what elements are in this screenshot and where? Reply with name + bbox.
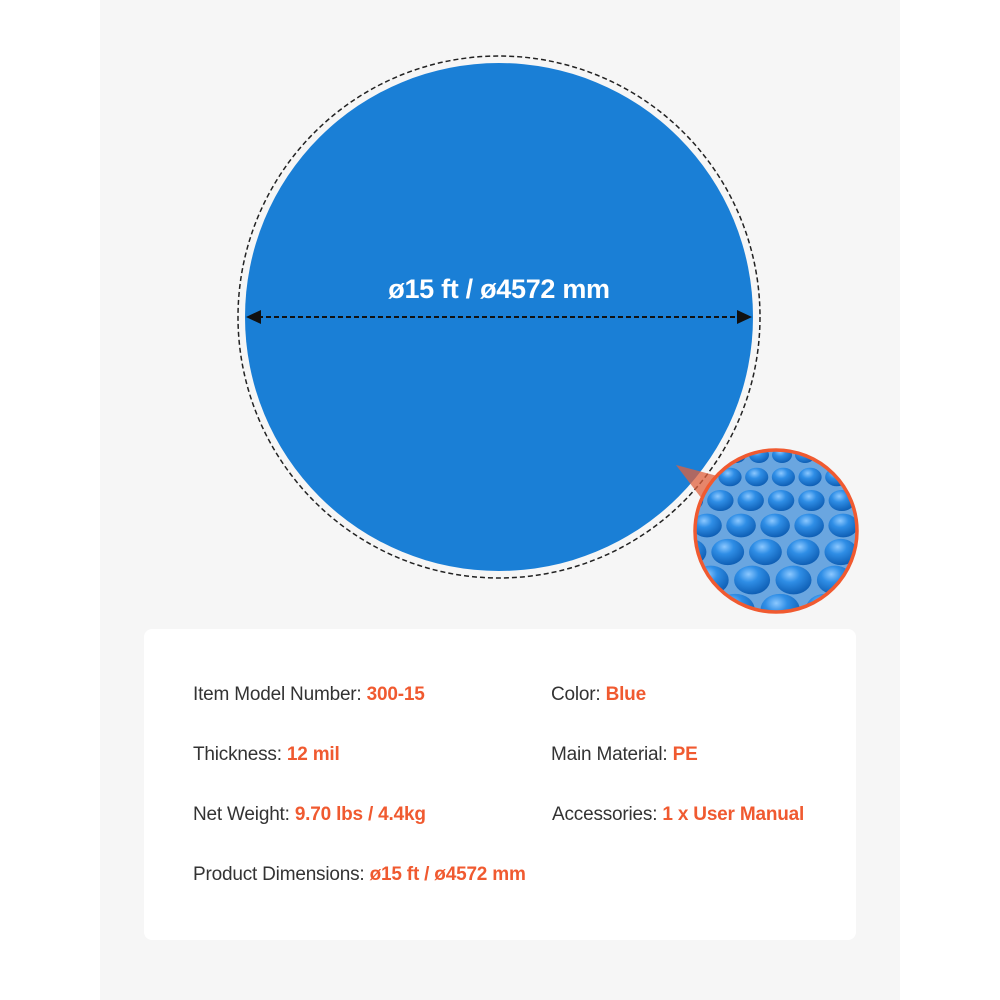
bubble [805,593,845,611]
bubble [737,489,764,512]
spec-accessories: Accessories: 1 x User Manual [552,804,805,825]
bubble [798,489,825,512]
bubble [851,467,856,487]
bubble [786,538,820,566]
bubble [718,467,742,487]
bubble [828,513,856,538]
spec-material: Main Material: PE [551,744,698,765]
bubble [767,489,795,512]
bubble [841,451,856,463]
spec-model-number: Item Model Number: 300-15 [193,684,425,705]
bubble [794,513,824,538]
bubble [749,538,782,566]
bubble [818,451,838,463]
bubble [696,593,710,611]
bubble [715,593,755,611]
bubble [749,451,769,463]
bubble [726,513,756,538]
arrow-left-icon [246,310,261,324]
bubble [696,513,722,538]
spec-net-weight: Net Weight: 9.70 lbs / 4.4kg [193,804,426,825]
bubble [707,489,734,512]
arrow-right-icon [737,310,752,324]
specs-card [144,629,856,940]
spec-thickness: Thickness: 12 mil [193,744,340,765]
bubble [745,467,769,487]
spec-color: Color: Blue [551,684,646,705]
bubble [760,513,790,538]
bubble [772,451,792,463]
spec-dimensions: Product Dimensions: ø15 ft / ø4572 mm [193,864,526,885]
bubble [798,467,822,487]
bubble [658,514,688,538]
bubble [734,565,771,595]
bubble [711,538,745,566]
bubble [760,593,800,611]
diameter-label: ø15 ft / ø4572 mm [388,274,610,304]
dashed-outline [237,55,761,579]
bubble [771,467,795,487]
bubble [775,565,812,595]
bubble [824,538,856,566]
bubble [651,566,687,595]
